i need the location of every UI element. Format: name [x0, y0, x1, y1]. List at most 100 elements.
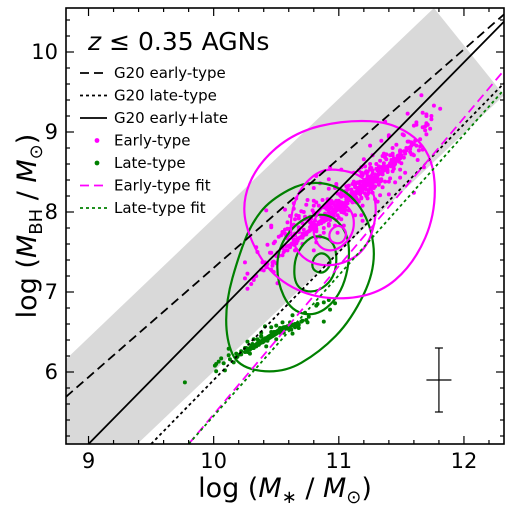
early-type-point — [363, 164, 368, 169]
late-type-point — [219, 356, 224, 361]
y-tick-label: 7 — [45, 280, 58, 304]
y-label-subscript: BH — [26, 209, 47, 235]
late-type-point — [214, 362, 219, 366]
early-type-point — [288, 245, 293, 250]
early-type-point — [376, 182, 381, 187]
early-type-point — [364, 183, 369, 188]
legend-item: G20 early-type — [80, 64, 226, 82]
early-type-point — [326, 222, 331, 226]
y-tick-label: 6 — [45, 360, 58, 384]
scatter-band — [66, 8, 504, 444]
late-type-contour — [225, 181, 375, 373]
early-type-point — [264, 208, 269, 213]
relation-line-g20-early-late — [87, 20, 504, 444]
early-type-point — [374, 162, 379, 166]
density-contours — [225, 119, 436, 373]
early-type-point — [396, 159, 401, 164]
early-type-point — [388, 176, 393, 181]
early-type-point — [416, 148, 421, 153]
early-type-point — [345, 185, 350, 190]
early-type-point — [394, 157, 399, 162]
early-type-point — [316, 203, 321, 208]
early-type-point — [398, 175, 403, 180]
late-type-point — [280, 320, 285, 325]
early-type-point — [301, 227, 306, 232]
x-label-subscript: ∗ — [282, 487, 297, 506]
early-type-point — [311, 203, 316, 208]
relation-line-g20-late-type — [150, 82, 504, 444]
early-type-point — [311, 248, 316, 253]
late-type-point — [259, 334, 264, 338]
early-type-point — [384, 152, 389, 157]
early-type-point — [328, 206, 333, 211]
x-label-slash: / — [297, 473, 323, 504]
early-type-point — [305, 198, 310, 202]
early-type-point — [414, 122, 419, 127]
early-type-point — [359, 187, 364, 192]
early-type-point — [390, 146, 395, 150]
relation-line-early-type-fit — [187, 69, 504, 444]
late-type-point — [214, 369, 219, 374]
early-type-point — [365, 196, 370, 201]
plot-frame — [65, 7, 505, 445]
early-type-point — [276, 234, 281, 239]
early-type-point — [280, 230, 285, 234]
early-type-point — [338, 205, 343, 210]
early-type-point — [410, 152, 415, 157]
early-type-point — [394, 142, 399, 147]
early-type-point — [431, 103, 436, 108]
late-type-point — [254, 342, 259, 347]
early-type-point — [324, 206, 329, 211]
legend-item: Early-type — [94, 132, 191, 150]
legend-marker — [94, 138, 100, 143]
early-type-point — [360, 203, 365, 208]
late-type-point — [269, 333, 274, 338]
early-type-point — [285, 220, 290, 225]
early-type-point — [424, 132, 429, 137]
early-type-point — [321, 217, 326, 222]
early-type-point — [398, 150, 403, 154]
early-type-point — [267, 250, 272, 255]
early-type-point — [242, 260, 247, 265]
late-type-point — [306, 314, 311, 319]
late-type-point — [276, 328, 281, 333]
relation-line-g20-early-type — [66, 13, 504, 398]
legend-item: G20 early+late — [80, 109, 228, 127]
early-type-point — [420, 110, 425, 115]
y-label-symbol-sun: M — [12, 159, 43, 182]
early-type-point — [404, 148, 409, 153]
late-type-point — [314, 303, 319, 308]
early-type-point — [424, 112, 429, 117]
legend-label: G20 early-type — [114, 64, 226, 82]
late-type-point — [245, 339, 250, 344]
x-axis-label: log (M∗ / M⊙) — [198, 473, 372, 506]
early-type-point — [401, 133, 406, 138]
late-type-point — [321, 300, 326, 305]
legend-item: Early-type fit — [80, 177, 211, 195]
early-type-point — [381, 161, 386, 166]
early-type-point — [365, 174, 370, 178]
early-type-point — [335, 230, 340, 235]
early-type-point — [368, 162, 373, 166]
early-type-point — [271, 241, 276, 246]
early-type-point — [378, 193, 383, 198]
early-type-point — [371, 186, 376, 190]
early-type-point — [429, 117, 434, 122]
early-type-point — [360, 218, 365, 223]
y-label-symbol: M — [12, 235, 43, 258]
early-type-point — [393, 180, 398, 185]
early-type-point — [380, 168, 385, 173]
early-type-contour — [289, 168, 377, 267]
plot-area — [66, 8, 504, 444]
legend-item: Late-type fit — [80, 199, 206, 217]
relation-line-late-type-fit — [187, 89, 504, 444]
early-type-point — [304, 202, 309, 207]
late-type-point — [226, 353, 231, 358]
legend-label: Late-type — [114, 154, 186, 172]
early-type-point — [388, 162, 393, 167]
early-type-point — [265, 242, 270, 247]
early-type-point — [336, 215, 341, 220]
early-type-point — [319, 219, 324, 224]
early-type-point — [270, 260, 275, 265]
early-type-point — [283, 207, 287, 212]
